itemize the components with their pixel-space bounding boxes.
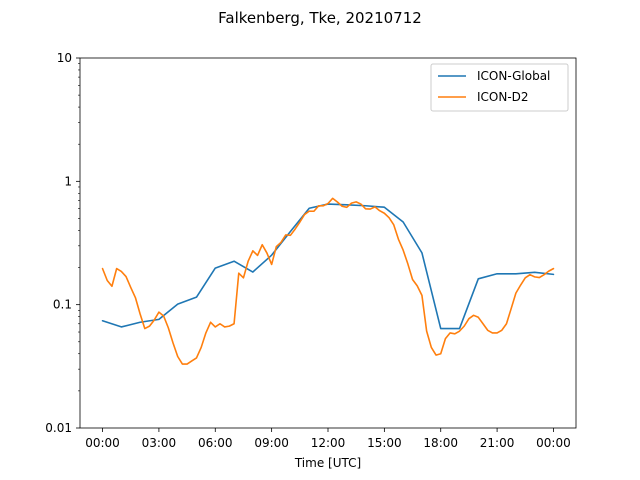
x-tick-label: 18:00 (423, 436, 458, 450)
y-tick-label: 1 (64, 174, 72, 188)
axes-frame (79, 57, 577, 429)
y-tick-label: 0.1 (53, 298, 72, 312)
legend: ICON-Global ICON-D2 (430, 63, 569, 112)
series-lines (101, 197, 555, 365)
x-tick-label: 21:00 (480, 436, 515, 450)
x-tick-label: 00:00 (85, 436, 120, 450)
y-tick-label: 10 (57, 51, 72, 65)
y-tick-label: 0.01 (45, 421, 72, 435)
series-line-icon-d2 (101, 197, 555, 365)
x-axis: 00:00 03:00 06:00 09:00 12:00 15:00 18:00 21:00… (85, 428, 571, 450)
x-tick-label: 12:00 (311, 436, 346, 450)
legend-label-icon-global: ICON-Global (477, 69, 550, 83)
x-tick-label: 06:00 (198, 436, 233, 450)
y-axis: 0.01 0.1 1 10 (45, 51, 80, 435)
series-line-icon-global (101, 203, 555, 330)
x-tick-label: 03:00 (142, 436, 177, 450)
x-axis-label: Time [UTC] (294, 456, 361, 470)
x-tick-label: 00:00 (536, 436, 571, 450)
x-tick-label: 15:00 (367, 436, 402, 450)
legend-label-icon-d2: ICON-D2 (477, 90, 529, 104)
plot-area (79, 57, 577, 429)
x-tick-label: 09:00 (254, 436, 289, 450)
chart-title: Falkenberg, Tke, 20210712 (218, 9, 422, 27)
